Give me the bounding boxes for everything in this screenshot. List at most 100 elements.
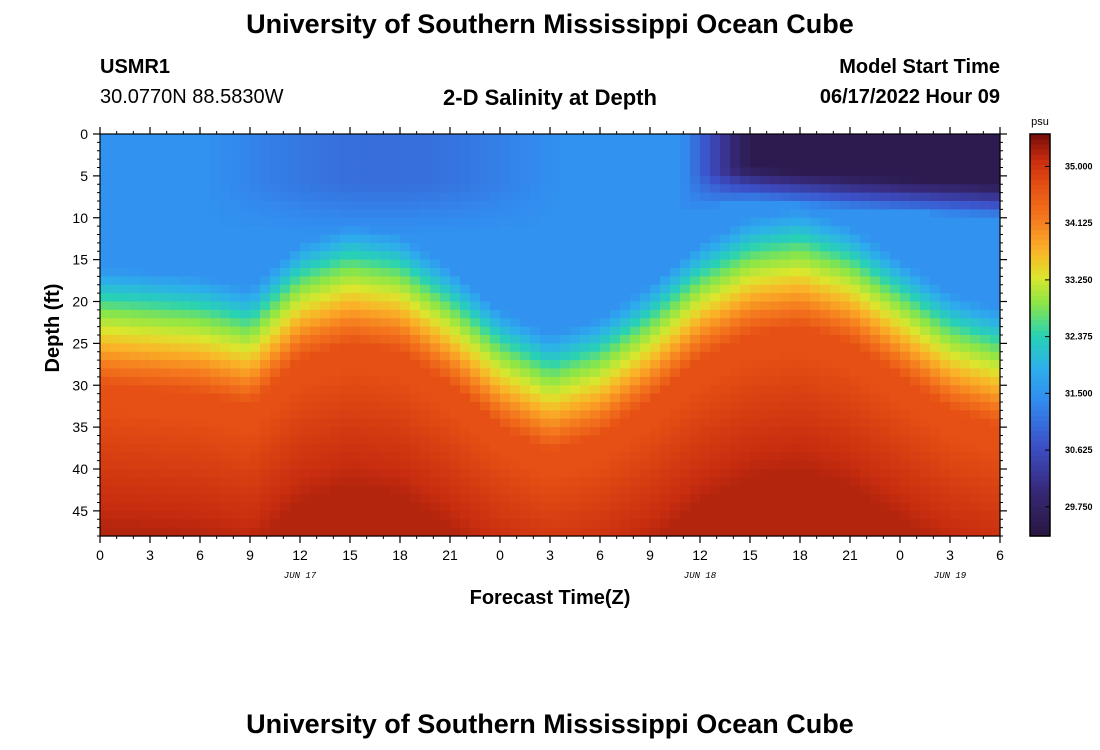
heatmap-cell [330, 469, 341, 478]
heatmap-cell [550, 217, 561, 227]
heatmap-cell [300, 234, 311, 244]
heatmap-cell [620, 343, 631, 353]
heatmap-cell [570, 519, 581, 529]
heatmap-cell [960, 376, 971, 386]
heatmap-cell [100, 284, 111, 294]
heatmap-cell [620, 326, 631, 336]
heatmap-cell [480, 351, 491, 361]
heatmap-cell [420, 368, 431, 378]
heatmap-cell [220, 318, 231, 328]
heatmap-cell [940, 175, 951, 185]
heatmap-cell [540, 502, 551, 512]
heatmap-cell [620, 469, 631, 478]
heatmap-cell [910, 510, 921, 520]
heatmap-cell [480, 494, 491, 504]
heatmap-cell [280, 376, 291, 386]
heatmap-cell [930, 284, 941, 294]
heatmap-cell [930, 435, 941, 445]
heatmap-cell [330, 418, 341, 428]
heatmap-cell [790, 427, 801, 437]
heatmap-cell [460, 175, 471, 185]
heatmap-cell [600, 301, 611, 311]
heatmap-cell [570, 326, 581, 336]
heatmap-cell [830, 477, 841, 487]
heatmap-cell [340, 527, 351, 537]
heatmap-cell [310, 150, 321, 160]
heatmap-cell [680, 284, 691, 294]
heatmap-cell [780, 318, 791, 328]
heatmap-cell [120, 477, 131, 487]
heatmap-cell [150, 251, 161, 261]
heatmap-cell [910, 351, 921, 361]
x-tick-label: 6 [196, 547, 204, 563]
heatmap-cell [970, 268, 981, 277]
heatmap-cell [620, 360, 631, 370]
heatmap-cell [920, 418, 931, 428]
heatmap-cell [920, 385, 931, 395]
heatmap-cell [160, 134, 171, 143]
heatmap-cell [160, 192, 171, 202]
heatmap-cell [330, 309, 341, 319]
heatmap-cell [840, 159, 851, 169]
heatmap-cell [980, 175, 991, 185]
heatmap-cell [670, 376, 681, 386]
heatmap-cell [480, 142, 491, 152]
heatmap-cell [780, 309, 791, 319]
heatmap-cell [200, 469, 211, 478]
heatmap-cell [120, 418, 131, 428]
heatmap-cell [820, 510, 831, 520]
heatmap-cell [410, 242, 421, 252]
heatmap-cell [270, 410, 281, 420]
heatmap-cell [920, 192, 931, 202]
heatmap-cell [510, 192, 521, 202]
heatmap-cell [160, 142, 171, 152]
heatmap-cell [320, 435, 331, 445]
heatmap-cell [190, 360, 201, 370]
heatmap-cell [890, 485, 901, 495]
heatmap-cell [490, 234, 501, 244]
heatmap-cell [120, 234, 131, 244]
heatmap-cell [790, 268, 801, 277]
heatmap-cell [400, 410, 411, 420]
heatmap-cell [440, 167, 451, 177]
heatmap-cell [650, 234, 661, 244]
heatmap-cell [900, 234, 911, 244]
heatmap-cell [550, 293, 561, 303]
heatmap-cell [360, 435, 371, 445]
heatmap-cell [360, 309, 371, 319]
heatmap-cell [140, 343, 151, 353]
heatmap-cell [440, 494, 451, 504]
heatmap-cell [780, 368, 791, 378]
heatmap-cell [280, 452, 291, 462]
colorbar-segment [1030, 194, 1050, 200]
heatmap-cell [520, 494, 531, 504]
heatmap-cell [850, 402, 861, 411]
heatmap-cell [190, 443, 201, 453]
heatmap-cell [100, 142, 111, 152]
heatmap-cell [870, 242, 881, 252]
heatmap-cell [410, 234, 421, 244]
heatmap-cell [430, 418, 441, 428]
heatmap-cell [690, 368, 701, 378]
heatmap-cell [110, 519, 121, 529]
heatmap-cell [700, 418, 711, 428]
heatmap-cell [810, 410, 821, 420]
heatmap-cell [160, 335, 171, 344]
heatmap-cell [230, 284, 241, 294]
heatmap-cell [800, 402, 811, 411]
heatmap-cell [380, 494, 391, 504]
heatmap-cell [450, 376, 461, 386]
heatmap-cell [210, 418, 221, 428]
heatmap-cell [770, 226, 781, 236]
heatmap-cell [220, 485, 231, 495]
heatmap-cell [590, 418, 601, 428]
heatmap-cell [640, 410, 651, 420]
heatmap-cell [570, 410, 581, 420]
heatmap-cell [700, 226, 711, 236]
colorbar-tick-label: 33.250 [1065, 275, 1093, 285]
heatmap-cell [770, 494, 781, 504]
heatmap-cell [420, 351, 431, 361]
heatmap-cell [770, 452, 781, 462]
heatmap-cell [170, 184, 181, 194]
heatmap-cell [590, 134, 601, 143]
